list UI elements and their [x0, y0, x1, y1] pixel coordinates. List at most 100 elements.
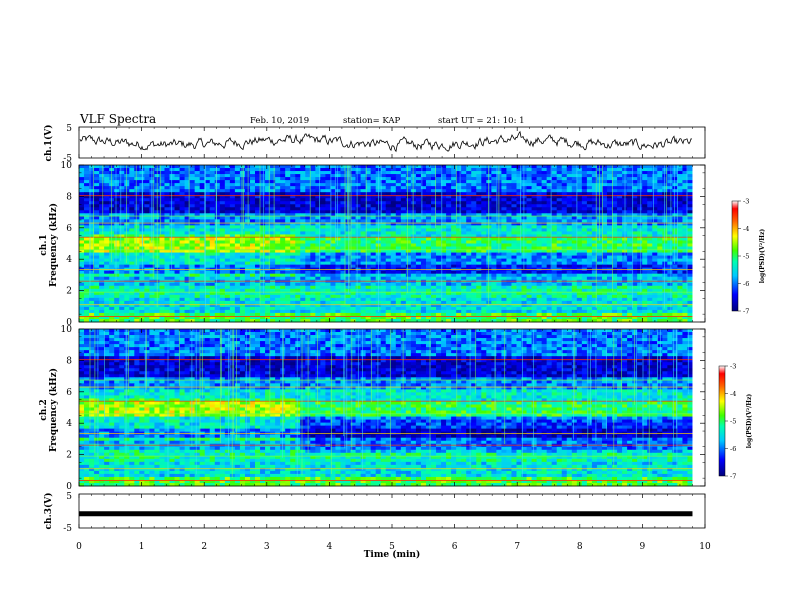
spectrogram-cell [365, 210, 372, 214]
spectrogram-cell [355, 201, 361, 205]
spectrogram-cell [501, 222, 507, 226]
spectrogram-cell [285, 261, 291, 266]
spectrogram-cell [270, 246, 276, 250]
spectrogram-cell [511, 216, 517, 220]
spectrogram-cell [355, 264, 361, 269]
spectrogram-cell [99, 210, 105, 214]
spectrogram-cell [541, 228, 548, 232]
start-time-label: start UT = 21: 10: 1 [438, 116, 525, 126]
spectrogram-cell [265, 273, 271, 278]
spectrogram-cell [400, 168, 407, 172]
spectrogram-cell [481, 261, 487, 266]
spectrogram-cell [204, 198, 211, 202]
spectrogram-cell [179, 273, 185, 278]
spectrogram-cell [506, 276, 512, 281]
spectrogram-cell [129, 210, 135, 214]
spectrogram-cell [556, 273, 563, 278]
spectrogram-cell [84, 243, 90, 247]
spectrogram-cell [405, 171, 412, 175]
spectrogram-cell [576, 270, 583, 275]
spectrogram-cell [576, 201, 583, 205]
spectrogram-cell [124, 171, 130, 175]
spectrogram-cell [461, 168, 467, 172]
spectrogram-cell [124, 237, 130, 241]
spectrogram-cell [365, 240, 372, 244]
spectrogram-cell [255, 264, 261, 269]
spectrogram-cell [672, 168, 678, 172]
spectrogram-cell [315, 243, 321, 247]
spectrogram-cell [425, 186, 432, 190]
spectrogram-cell [194, 270, 201, 275]
spectrogram-cell [395, 246, 402, 250]
spectrogram-cell [159, 165, 165, 169]
spectrogram-cell [79, 171, 85, 175]
spectrogram-cell [84, 285, 90, 290]
spectrogram-cell [134, 258, 140, 263]
spectrogram-cell [436, 177, 442, 181]
spectrogram-cell [370, 201, 377, 205]
spectrogram-cell [627, 213, 633, 217]
spectrogram-cell [355, 174, 361, 178]
spectrogram-cell [194, 192, 201, 196]
spectrogram-cell [531, 198, 537, 202]
spectrogram-cell [260, 240, 266, 244]
spectrogram-cell [84, 195, 90, 199]
spectrogram-cell [682, 243, 688, 247]
spectrogram-cell [536, 165, 543, 169]
spectrogram-cell [189, 252, 196, 256]
spectrogram-cell [89, 165, 95, 169]
spectrogram-cell [456, 270, 462, 275]
spectrogram-cell [355, 183, 361, 187]
spectrogram-cell [109, 234, 115, 238]
spectrogram-cell [581, 204, 588, 208]
spectrogram-cell [365, 249, 372, 253]
spectrogram-cell [315, 285, 321, 290]
spectrogram-cell [546, 222, 553, 226]
spectrogram-cell [556, 246, 563, 250]
spectrogram-cell [647, 252, 653, 256]
spectrogram-cell [84, 276, 90, 281]
spectrogram-cell [471, 249, 477, 253]
spectrogram-cell [184, 258, 191, 263]
spectrogram-cell [129, 243, 135, 247]
spectrogram-cell [566, 165, 573, 169]
spectrogram-cell [124, 213, 130, 217]
spectrogram-cell [591, 231, 598, 235]
spectrogram-cell [184, 180, 191, 184]
spectrogram-cell [466, 261, 472, 266]
spectrogram-cell [632, 273, 638, 278]
spectrogram-cell [370, 186, 377, 190]
spectrogram-cell [169, 222, 175, 226]
spectrogram-cell [410, 246, 417, 250]
spectrogram-cell [481, 231, 487, 235]
spectrogram-cell [601, 240, 608, 244]
spectrogram-cell [561, 261, 568, 266]
spectrogram-cell [456, 255, 462, 259]
spectrogram-cell [506, 204, 512, 208]
spectrogram-cell [390, 282, 397, 287]
spectrogram-cell [436, 189, 442, 193]
spectrogram-cell [365, 177, 372, 181]
spectrogram-cell [295, 216, 301, 220]
spectrogram-cell [330, 285, 336, 290]
spectrogram-cell [481, 219, 487, 223]
spectrogram-cell [632, 249, 638, 253]
spectrogram-cell [179, 219, 185, 223]
spectrogram-cell [677, 240, 683, 244]
spectrogram-cell [94, 177, 100, 181]
spectrogram-cell [672, 261, 678, 266]
spectrogram-cell [214, 195, 221, 199]
spectrogram-cell [355, 276, 361, 281]
spectrogram-cell [431, 270, 437, 275]
spectrogram-cell [79, 264, 85, 269]
spectrogram-cell [229, 204, 236, 208]
spectrogram-cell [446, 219, 452, 223]
spectrogram-cell [601, 189, 608, 193]
spectrogram-cell [551, 204, 558, 208]
spectrogram-cell [199, 174, 206, 178]
spectrogram-cell [622, 282, 628, 287]
spectrogram-cell [189, 168, 196, 172]
spectrogram-cell [265, 258, 271, 263]
spectrogram-cell [104, 228, 110, 232]
spectrogram-cell [214, 213, 221, 217]
